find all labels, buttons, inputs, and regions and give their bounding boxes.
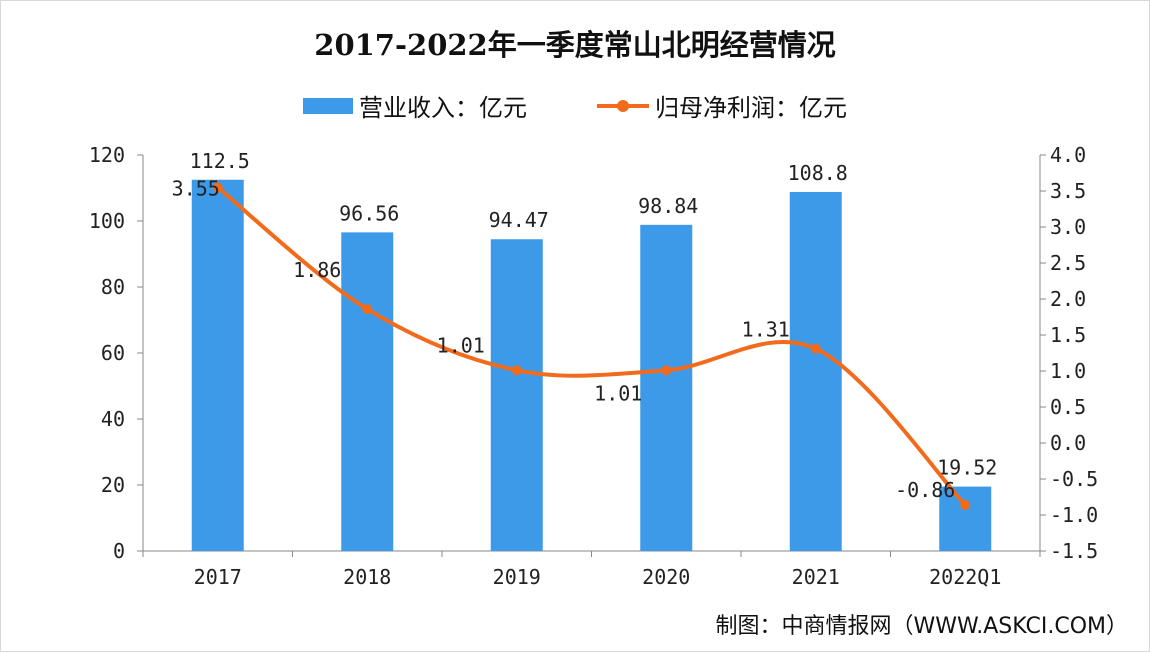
line-label: 1.01: [594, 381, 642, 405]
bar-label: 98.84: [638, 194, 698, 218]
left-tick-label: 0: [113, 539, 125, 563]
x-tick-label: 2018: [343, 565, 391, 589]
legend-label-revenue: 营业收入：亿元: [359, 94, 527, 122]
right-tick-label: 3.0: [1050, 215, 1086, 239]
bar-revenue-2021: [789, 191, 842, 551]
x-tick-label: 2017: [194, 565, 242, 589]
bar-revenue-2018: [341, 232, 394, 552]
legend-item-revenue: 营业收入：亿元: [303, 88, 527, 123]
right-tick-label: 0.5: [1050, 395, 1086, 419]
right-tick-label: -1.5: [1050, 539, 1098, 563]
legend: 营业收入：亿元 归母净利润：亿元: [0, 88, 1150, 123]
legend-label-profit: 归母净利润：亿元: [655, 94, 847, 122]
line-label: -0.86: [895, 478, 955, 502]
left-tick-label: 60: [101, 341, 125, 365]
right-tick-label: 2.5: [1050, 251, 1086, 275]
chart-title: 2017-2022年一季度常山北明经营情况: [314, 28, 836, 62]
line-point-profit-2021: [810, 343, 821, 354]
bar-revenue-2022Q1: [939, 486, 992, 551]
line-label: 3.55: [172, 176, 220, 200]
right-tick-label: 1.5: [1050, 323, 1086, 347]
line-label: 1.31: [742, 318, 790, 342]
left-tick-label: 120: [89, 143, 125, 167]
right-tick-label: -1.0: [1050, 503, 1098, 527]
source-note: 制图：中商情报网（WWW.ASKCI.COM）: [715, 614, 1128, 639]
x-tick-label: 2019: [493, 565, 541, 589]
left-tick-label: 20: [101, 473, 125, 497]
line-point-profit-2017: [212, 182, 223, 193]
line-point-profit-2020: [661, 365, 672, 376]
right-tick-label: -0.5: [1050, 467, 1098, 491]
bar-revenue-2020: [640, 224, 693, 551]
line-label: 1.01: [437, 333, 485, 357]
bar-revenue-2019: [490, 239, 543, 551]
right-tick-label: 1.0: [1050, 359, 1086, 383]
right-tick-label: 0.0: [1050, 431, 1086, 455]
line-profit: [216, 185, 967, 507]
line-label: 1.86: [293, 258, 341, 282]
x-tick-label: 2021: [792, 565, 840, 589]
right-tick-label: 4.0: [1050, 143, 1086, 167]
x-tick-label: 2022Q1: [929, 565, 1001, 589]
bar-label: 112.5: [190, 149, 250, 173]
left-tick-label: 40: [101, 407, 125, 431]
left-tick-label: 80: [101, 275, 125, 299]
bar-label: 108.8: [788, 161, 848, 185]
x-tick-label: 2020: [642, 565, 690, 589]
legend-bar-swatch: [303, 97, 353, 114]
bar-label: 19.52: [937, 456, 997, 480]
right-tick-label: 3.5: [1050, 179, 1086, 203]
bar-label: 94.47: [489, 208, 549, 232]
right-tick-label: 2.0: [1050, 287, 1086, 311]
bar-label: 96.56: [339, 201, 399, 225]
line-point-profit-2019: [511, 365, 522, 376]
line-point-profit-2022Q1: [960, 499, 971, 510]
legend-item-profit: 归母净利润：亿元: [597, 88, 847, 123]
bar-revenue-2017: [191, 179, 244, 551]
legend-line-swatch: [597, 98, 649, 114]
left-tick-label: 100: [89, 209, 125, 233]
line-point-profit-2018: [362, 304, 373, 315]
